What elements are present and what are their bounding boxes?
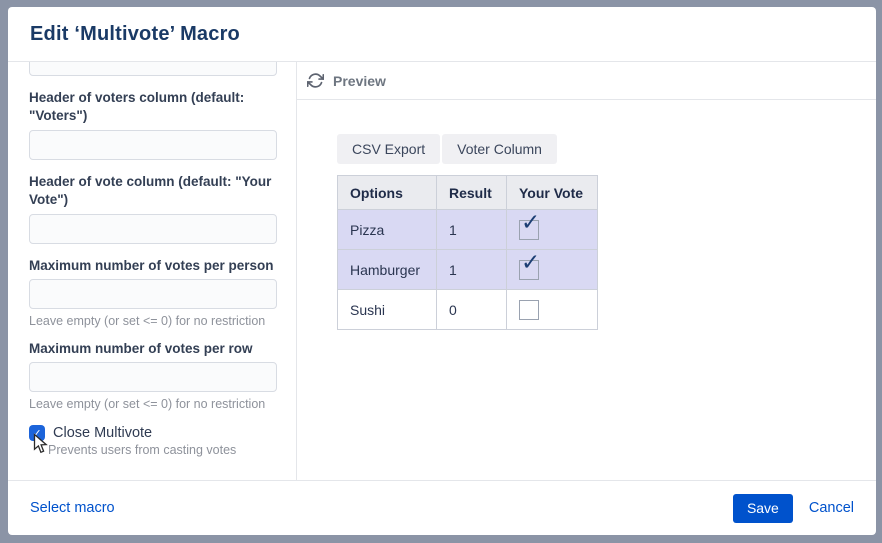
option-cell: Sushi [337, 289, 437, 330]
vote-header-input[interactable] [29, 214, 277, 244]
dialog-footer: Select macro Save Cancel [8, 480, 876, 535]
vote-checkbox[interactable]: ✓ [519, 299, 539, 320]
max-votes-row-input[interactable] [29, 362, 277, 392]
preview-content: CSV Export Voter Column Options Result Y… [297, 100, 876, 330]
preview-toolbar: CSV Export Voter Column [337, 134, 876, 164]
checkmark-icon: ✓ [32, 427, 42, 440]
checkmark-icon: ✓ [521, 208, 541, 235]
option-cell: Pizza [337, 209, 437, 250]
csv-export-button[interactable]: CSV Export [337, 134, 441, 164]
result-cell: 0 [436, 289, 507, 330]
field-label-max-votes-row: Maximum number of votes per row [29, 341, 253, 356]
result-cell: 1 [436, 249, 507, 290]
table-row-hamburger: Hamburger 1 ✓ [337, 249, 598, 290]
column-header-your-vote: Your Vote [506, 175, 598, 210]
cancel-link[interactable]: Cancel [808, 500, 854, 516]
vote-checkbox[interactable]: ✓ [519, 249, 540, 280]
voter-column-button[interactable]: Voter Column [442, 134, 557, 164]
field-label-vote-header: Header of vote column (default: "Your Vo… [29, 174, 272, 207]
close-multivote-checkbox[interactable]: ✓ [29, 425, 45, 441]
table-header-row: Options Result Your Vote [337, 175, 598, 210]
table-row-sushi: Sushi 0 ✓ [337, 289, 598, 330]
preview-title: Preview [333, 72, 386, 89]
vote-preview-table: Options Result Your Vote Pizza 1 ✓ Hambu… [337, 175, 598, 330]
macro-form-panel: Header of voters column (default: "Voter… [8, 62, 297, 480]
dialog-title: Edit ‘Multivote’ Macro [30, 23, 240, 45]
refresh-icon[interactable] [307, 72, 324, 89]
clipped-top-field[interactable] [29, 62, 277, 76]
select-macro-link[interactable]: Select macro [30, 500, 115, 516]
help-close-multivote: Prevents users from casting votes [48, 443, 237, 457]
edit-macro-dialog: Edit ‘Multivote’ Macro Header of voters … [8, 7, 876, 535]
help-max-votes-person: Leave empty (or set <= 0) for no restric… [29, 314, 266, 328]
voters-header-input[interactable] [29, 130, 277, 160]
table-row-pizza: Pizza 1 ✓ [337, 209, 598, 250]
column-header-result: Result [436, 175, 507, 210]
field-label-max-votes-person: Maximum number of votes per person [29, 258, 274, 273]
field-label-voters-header: Header of voters column (default: "Voter… [29, 90, 245, 123]
result-cell: 1 [436, 209, 507, 250]
option-cell: Hamburger [337, 249, 437, 290]
close-multivote-label: Close Multivote [53, 425, 153, 441]
dialog-header: Edit ‘Multivote’ Macro [8, 7, 876, 62]
save-button[interactable]: Save [732, 493, 793, 523]
column-header-options: Options [337, 175, 437, 210]
max-votes-person-input[interactable] [29, 279, 277, 309]
help-max-votes-row: Leave empty (or set <= 0) for no restric… [29, 397, 266, 411]
vote-checkbox[interactable]: ✓ [519, 209, 540, 240]
preview-header: Preview [297, 62, 876, 100]
checkmark-icon: ✓ [521, 248, 541, 275]
preview-panel: Preview CSV Export Voter Column Options … [297, 62, 876, 480]
